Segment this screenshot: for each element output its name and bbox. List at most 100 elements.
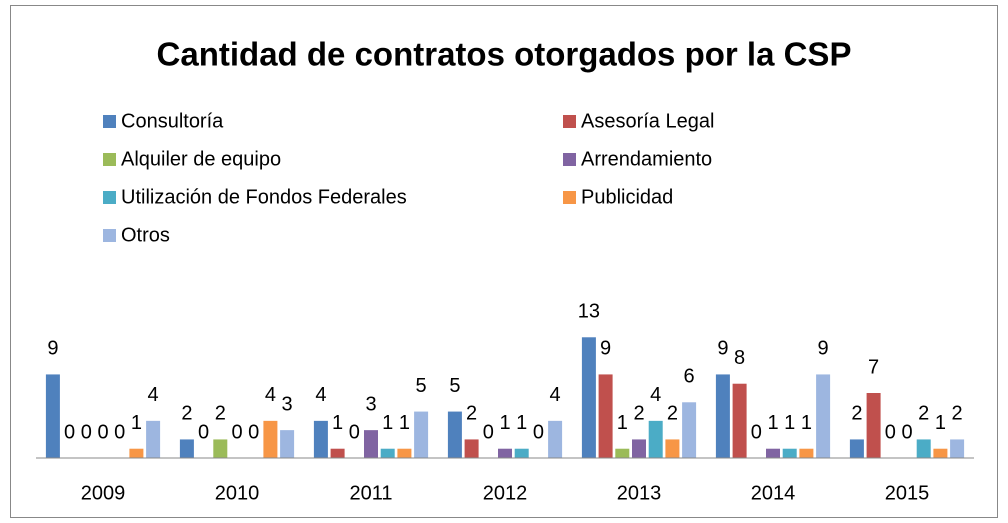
value-label: 1 bbox=[499, 412, 510, 434]
bar bbox=[397, 448, 412, 458]
value-label: 2 bbox=[466, 403, 477, 425]
bar bbox=[816, 374, 831, 458]
bar bbox=[548, 420, 563, 458]
value-label: 0 bbox=[231, 421, 242, 443]
bar bbox=[732, 383, 747, 458]
value-label: 1 bbox=[935, 412, 946, 434]
x-tick-label: 2013 bbox=[617, 482, 662, 504]
value-label: 1 bbox=[382, 412, 393, 434]
x-tick-label: 2010 bbox=[215, 482, 260, 504]
bar bbox=[782, 448, 797, 458]
bar bbox=[380, 448, 395, 458]
bar bbox=[45, 374, 60, 458]
x-tick-label: 2011 bbox=[349, 482, 392, 504]
value-label: 7 bbox=[868, 356, 879, 378]
value-label: 0 bbox=[349, 421, 360, 443]
x-tick-label: 2014 bbox=[751, 482, 796, 504]
bar bbox=[330, 448, 345, 458]
value-label: 0 bbox=[97, 421, 108, 443]
legend-label: Consultoría bbox=[121, 110, 224, 132]
value-label: 2 bbox=[952, 403, 963, 425]
value-label: 0 bbox=[483, 421, 494, 443]
bar bbox=[514, 448, 529, 458]
x-tick-label: 2015 bbox=[885, 482, 930, 504]
legend-label: Publicidad bbox=[581, 186, 673, 208]
bar bbox=[715, 374, 730, 458]
legend-swatch bbox=[563, 115, 576, 128]
value-label: 0 bbox=[901, 421, 912, 443]
value-label: 2 bbox=[667, 403, 678, 425]
x-tick-label: 2009 bbox=[81, 482, 126, 504]
bar bbox=[916, 439, 931, 458]
value-label: 1 bbox=[131, 412, 142, 434]
legend-swatch bbox=[103, 153, 116, 166]
chart-border bbox=[10, 5, 998, 518]
legend-label: Alquiler de equipo bbox=[121, 148, 281, 170]
bar bbox=[799, 448, 814, 458]
bar bbox=[682, 402, 697, 458]
value-label: 4 bbox=[650, 384, 661, 406]
bar bbox=[213, 439, 228, 458]
bar bbox=[766, 448, 780, 458]
value-label: 2 bbox=[215, 403, 226, 425]
legend-label: Arrendamiento bbox=[581, 148, 712, 170]
bar bbox=[849, 439, 864, 458]
legend-swatch bbox=[103, 115, 116, 128]
value-label: 1 bbox=[617, 412, 628, 434]
value-label: 1 bbox=[784, 412, 795, 434]
bar bbox=[665, 439, 680, 458]
value-label: 0 bbox=[114, 421, 125, 443]
legend-swatch bbox=[563, 191, 576, 204]
value-label: 8 bbox=[734, 347, 745, 369]
value-label: 5 bbox=[416, 375, 427, 397]
value-label: 0 bbox=[533, 421, 544, 443]
bar bbox=[632, 439, 646, 458]
value-label: 4 bbox=[265, 384, 276, 406]
value-label: 13 bbox=[578, 301, 600, 323]
value-label: 5 bbox=[449, 375, 460, 397]
value-label: 0 bbox=[751, 421, 762, 443]
chart-title: Cantidad de contratos otorgados por la C… bbox=[157, 36, 852, 73]
bar bbox=[464, 439, 479, 458]
bar bbox=[414, 411, 429, 458]
bar bbox=[615, 448, 630, 458]
bar bbox=[146, 420, 161, 458]
value-label: 0 bbox=[248, 421, 259, 443]
value-label: 9 bbox=[47, 338, 58, 360]
value-label: 3 bbox=[365, 393, 376, 415]
value-label: 4 bbox=[148, 384, 159, 406]
bar bbox=[498, 448, 512, 458]
bar bbox=[263, 420, 278, 458]
value-label: 4 bbox=[315, 384, 326, 406]
value-label: 9 bbox=[600, 338, 611, 360]
value-label: 2 bbox=[918, 403, 929, 425]
value-label: 6 bbox=[684, 366, 695, 388]
bar bbox=[364, 430, 378, 458]
value-label: 2 bbox=[181, 403, 192, 425]
value-label: 0 bbox=[64, 421, 75, 443]
value-label: 2 bbox=[633, 403, 644, 425]
bar bbox=[313, 420, 328, 458]
value-label: 1 bbox=[332, 412, 343, 434]
bar bbox=[598, 374, 613, 458]
bar bbox=[950, 439, 965, 458]
value-label: 1 bbox=[516, 412, 527, 434]
legend-swatch bbox=[103, 191, 116, 204]
value-label: 2 bbox=[851, 403, 862, 425]
value-label: 9 bbox=[818, 338, 829, 360]
value-label: 1 bbox=[801, 412, 812, 434]
bar bbox=[933, 448, 948, 458]
value-label: 1 bbox=[767, 412, 778, 434]
legend-swatch bbox=[103, 229, 116, 242]
value-label: 0 bbox=[81, 421, 92, 443]
value-label: 0 bbox=[198, 421, 209, 443]
bar bbox=[648, 420, 663, 458]
bar bbox=[280, 430, 295, 458]
x-tick-label: 2012 bbox=[483, 482, 528, 504]
value-label: 4 bbox=[550, 384, 561, 406]
bar bbox=[129, 448, 144, 458]
bar bbox=[179, 439, 194, 458]
bar bbox=[447, 411, 462, 458]
bar bbox=[866, 393, 881, 458]
